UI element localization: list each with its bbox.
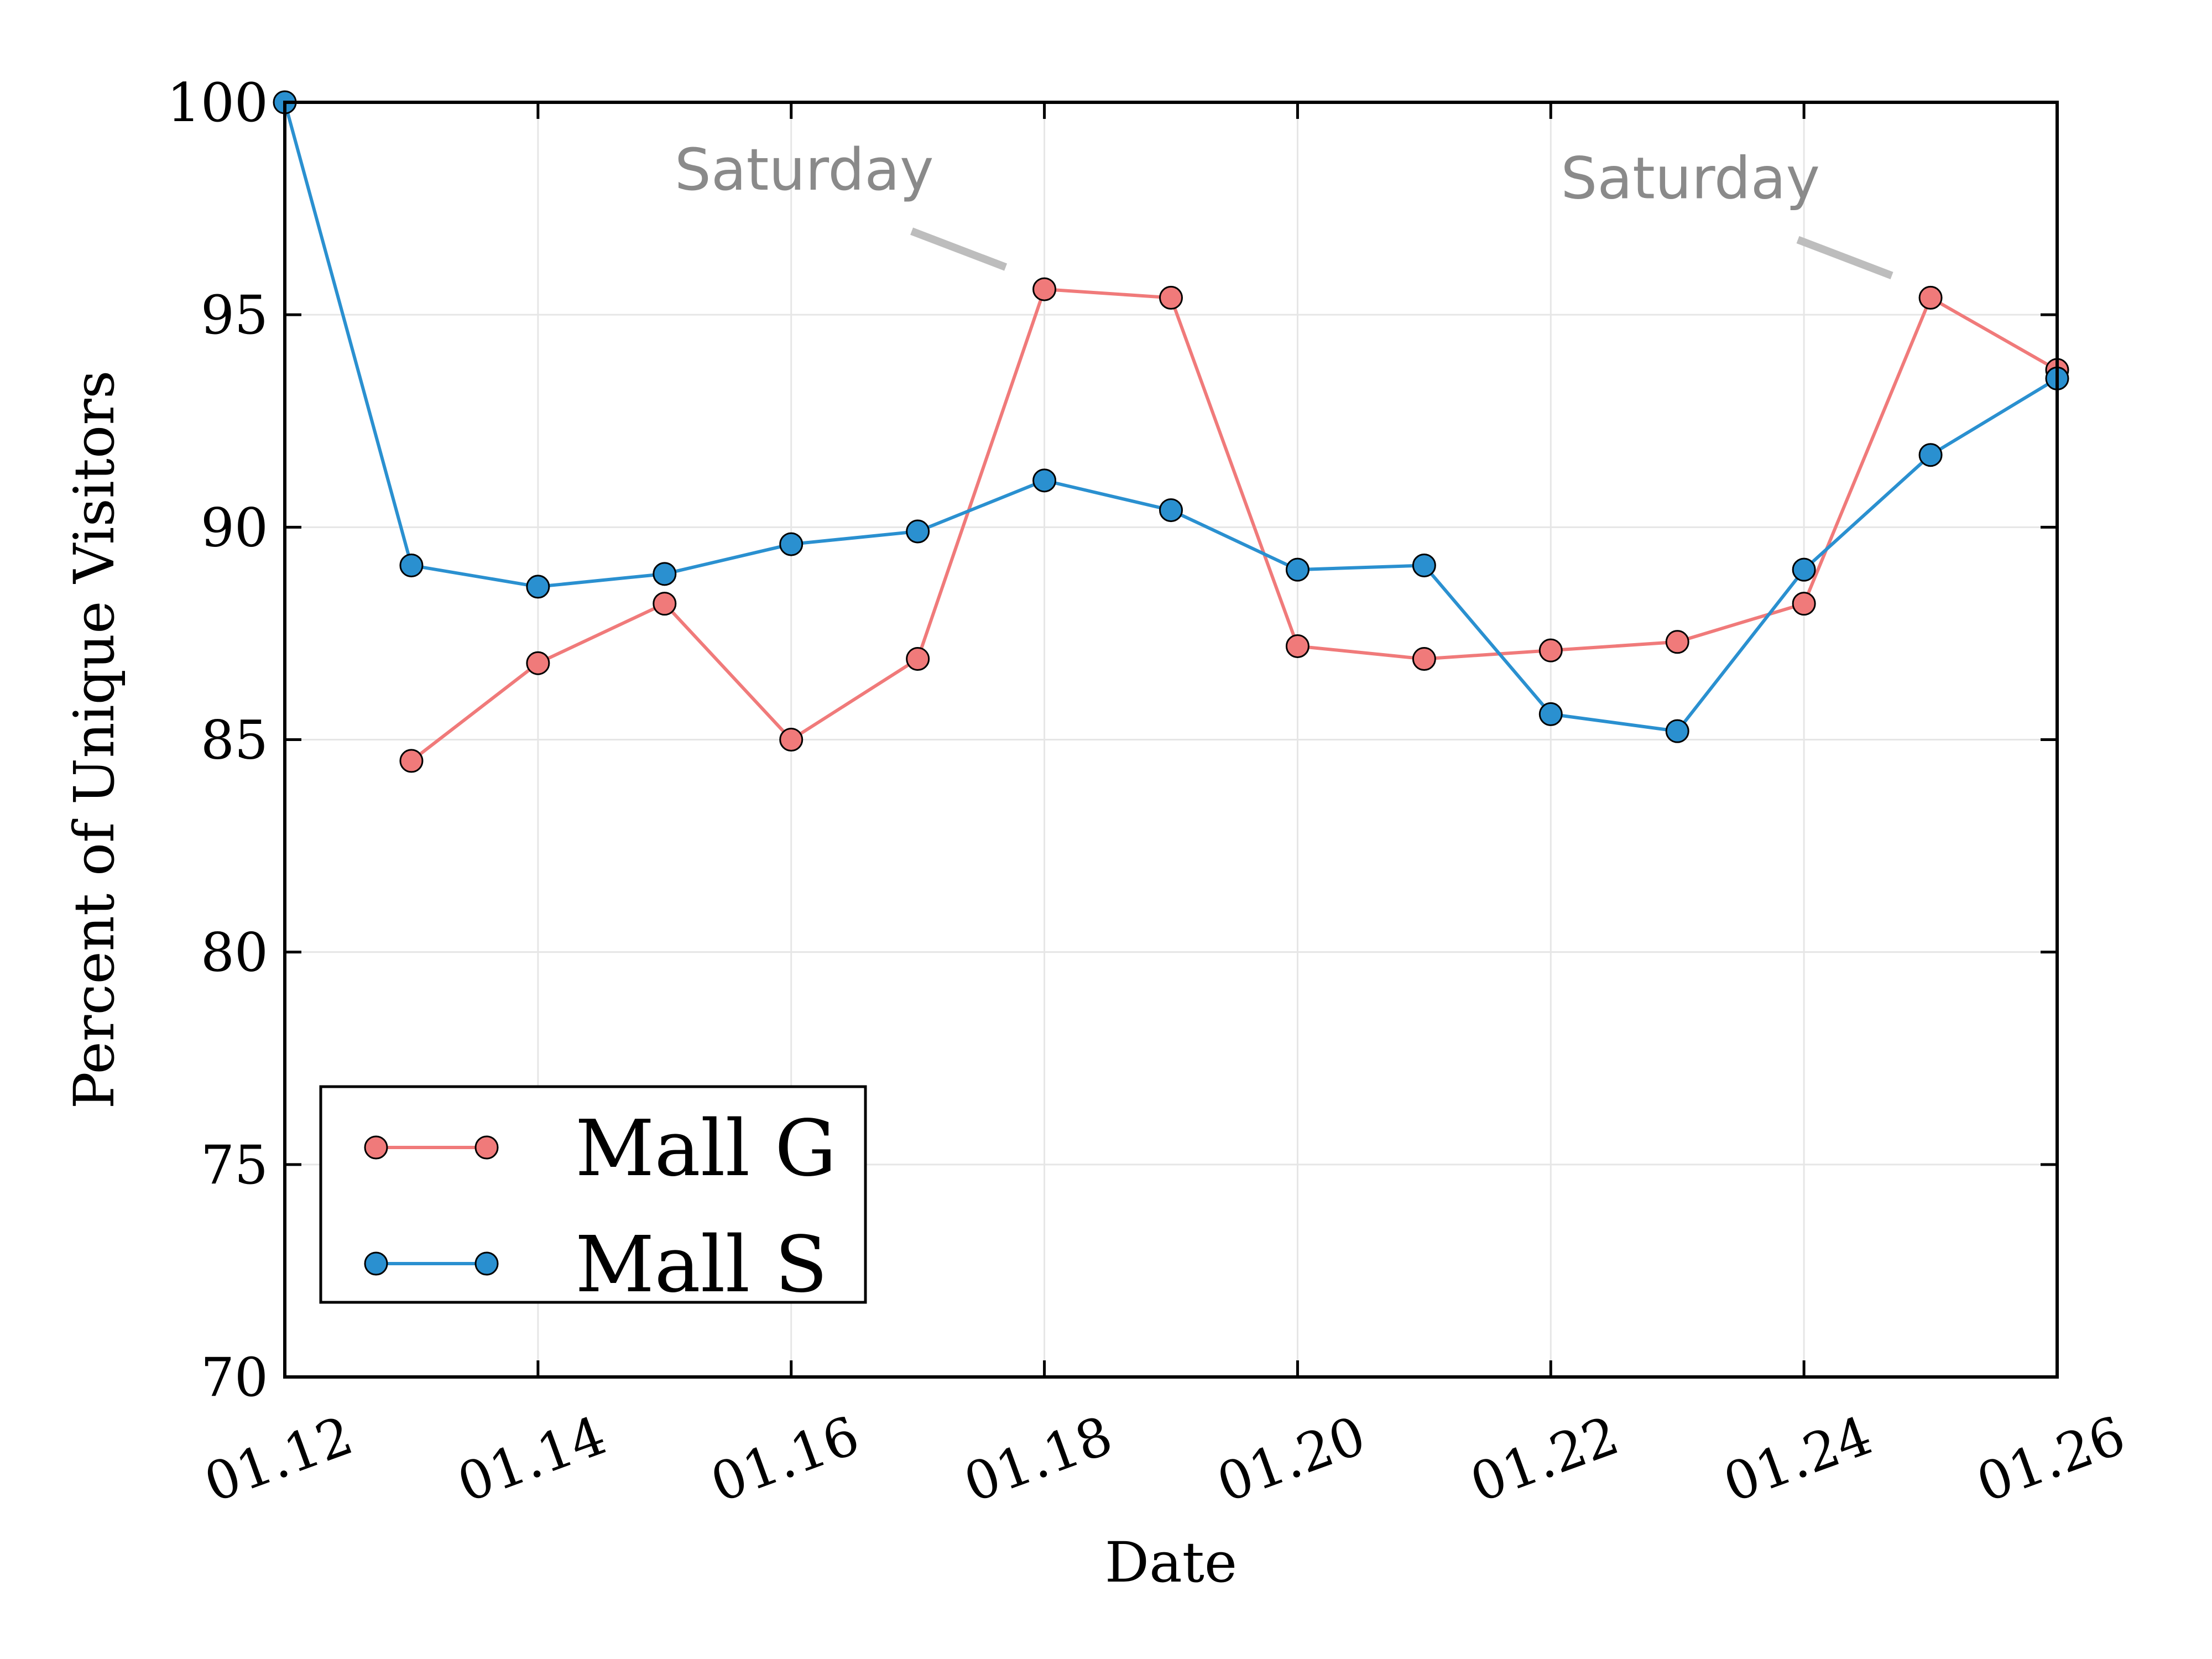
data-point-mall-s: [1538, 702, 1563, 726]
legend-box: [319, 1085, 867, 1304]
x-tick-label: 01.26: [1969, 1404, 2133, 1514]
y-axis-label: Percent of Unique Visitors: [62, 371, 127, 1109]
data-point-mall-s: [526, 575, 550, 599]
y-tick-label: 90: [201, 497, 268, 559]
x-tick-label: 01.24: [1716, 1404, 1880, 1514]
data-point-mall-s: [1792, 557, 1816, 582]
legend-entry-mall-g: Mall G: [364, 1104, 837, 1194]
data-point-mall-g: [1538, 638, 1563, 662]
data-point-mall-g: [399, 749, 424, 773]
legend-entry-mall-s: Mall S: [364, 1220, 828, 1310]
x-tick-label: 01.18: [956, 1404, 1120, 1514]
data-point-mall-s: [1159, 498, 1183, 523]
series-layer: [273, 90, 2069, 773]
y-tick-label: 85: [201, 709, 268, 771]
data-point-mall-g: [1412, 647, 1436, 671]
data-point-mall-g: [1285, 634, 1310, 658]
data-point-mall-g: [1159, 285, 1183, 310]
data-point-mall-g: [1918, 285, 1943, 310]
y-tick-label: 70: [201, 1347, 268, 1408]
data-point-mall-s: [906, 519, 930, 544]
annotation-label: Saturday: [675, 136, 934, 204]
annotation-layer: Saturday Saturday: [675, 136, 1893, 279]
data-point-mall-g: [1032, 277, 1057, 301]
y-tick-label: 80: [201, 922, 268, 984]
data-point-mall-g: [779, 728, 804, 752]
legend: Mall G Mall S: [319, 1085, 867, 1310]
x-tick-label: 01.22: [1463, 1404, 1627, 1514]
grid-layer: [284, 101, 2058, 1378]
data-point-mall-g: [653, 592, 677, 616]
data-point-mall-s: [1285, 557, 1310, 582]
x-tick-label: 01.20: [1209, 1404, 1374, 1514]
data-point-mall-s: [1412, 553, 1436, 577]
data-point-mall-s: [1918, 443, 1943, 467]
data-point-mall-s: [653, 562, 677, 586]
y-tick-label: 95: [201, 284, 268, 346]
series-line-mall-g: [410, 287, 2058, 763]
x-axis-label: Date: [1105, 1530, 1237, 1595]
data-point-mall-g: [1792, 592, 1816, 616]
x-tick-label: 01.16: [703, 1404, 867, 1514]
data-point-mall-g: [1665, 630, 1689, 654]
data-point-mall-s: [1032, 468, 1057, 493]
data-point-mall-g: [906, 647, 930, 671]
x-tick-label: 01.14: [450, 1404, 614, 1514]
data-point-mall-s: [1665, 719, 1689, 743]
x-tick-label: 01.12: [196, 1404, 361, 1514]
annotation-pointer: [1796, 236, 1893, 279]
annotation-label: Saturday: [1561, 144, 1820, 212]
y-tick-label: 75: [201, 1134, 268, 1196]
data-point-mall-s: [399, 553, 424, 577]
y-tick-label: 100: [167, 72, 268, 134]
annotation-pointer: [910, 227, 1008, 271]
legend-label-mall-g: Mall G: [575, 1104, 837, 1194]
data-point-mall-g: [526, 651, 550, 675]
legend-label-mall-s: Mall S: [575, 1220, 828, 1310]
data-point-mall-s: [779, 532, 804, 556]
